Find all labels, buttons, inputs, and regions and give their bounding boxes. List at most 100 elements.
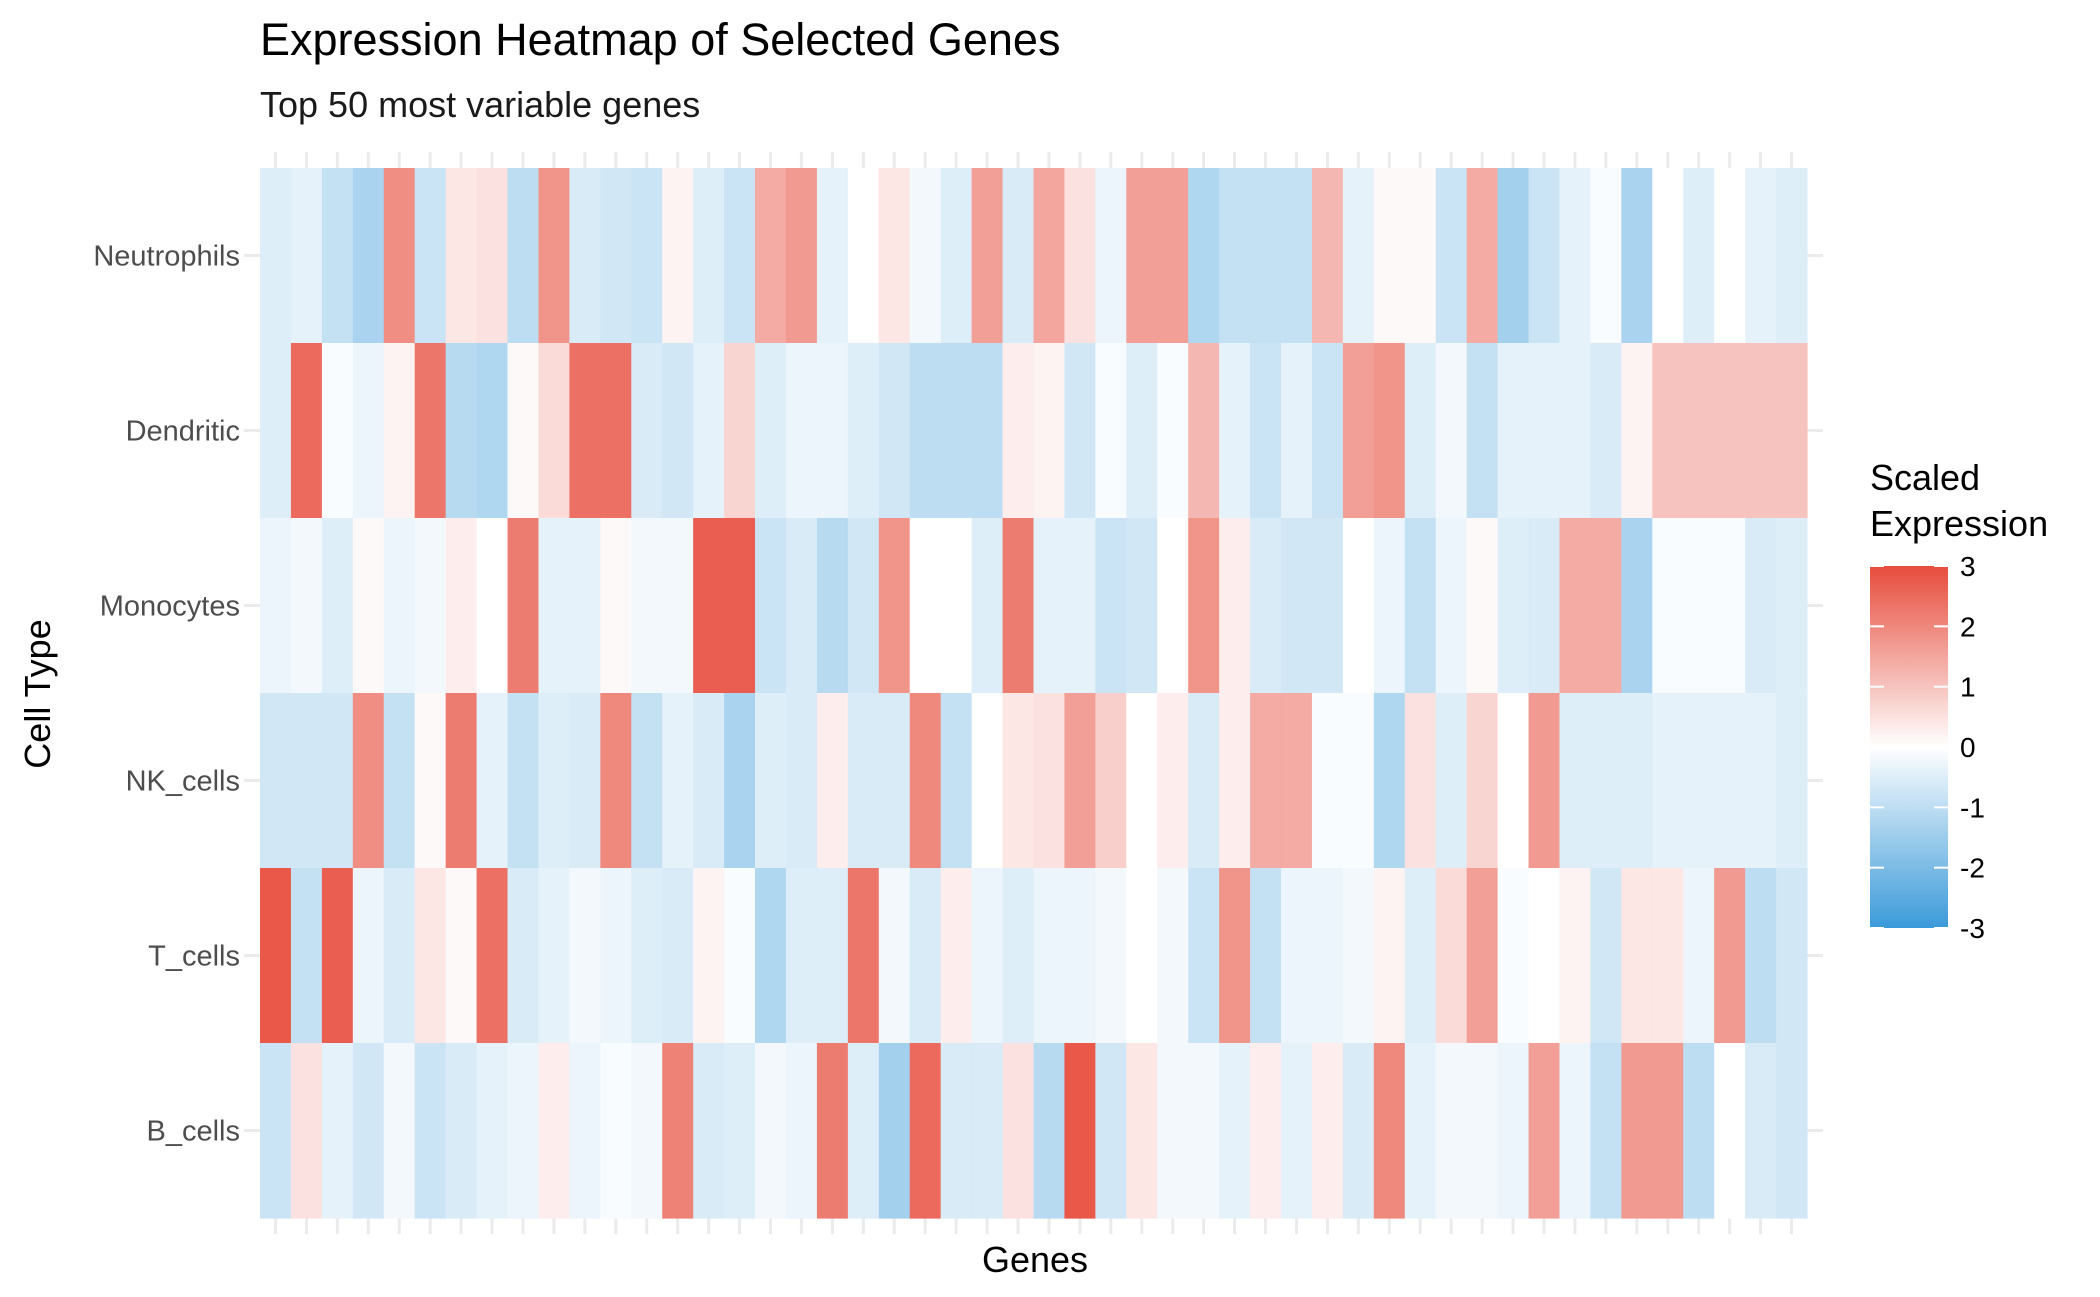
heatmap-cell <box>755 518 787 694</box>
heatmap-cell <box>1373 693 1406 869</box>
heatmap-cell <box>260 868 292 1044</box>
heatmap-cell <box>1590 518 1622 694</box>
heatmap-cell <box>569 168 601 344</box>
heatmap-cell <box>321 518 354 694</box>
heatmap-cell <box>1373 168 1406 344</box>
heatmap-cell <box>1528 168 1561 344</box>
heatmap-cell <box>1497 518 1530 694</box>
chart-subtitle: Top 50 most variable genes <box>260 84 701 125</box>
heatmap-cell <box>1590 168 1622 344</box>
heatmap-cell <box>1281 168 1313 344</box>
y-tick-label: T_cells <box>148 941 240 973</box>
heatmap-cell <box>290 343 323 519</box>
heatmap-cell <box>631 1043 663 1219</box>
heatmap-cell <box>1250 518 1282 694</box>
heatmap-cell <box>569 693 601 869</box>
heatmap-cell <box>878 518 911 694</box>
heatmap-cell <box>755 693 787 869</box>
heatmap-cell <box>785 518 818 694</box>
heatmap-cell <box>538 868 570 1044</box>
heatmap-cell <box>1435 343 1468 519</box>
y-tick-label: B_cells <box>147 1116 241 1148</box>
heatmap-cell <box>321 868 354 1044</box>
heatmap-cell <box>909 868 942 1044</box>
heatmap-cell <box>1404 693 1437 869</box>
heatmap-cell <box>1188 1043 1220 1219</box>
heatmap-cell <box>785 343 818 519</box>
heatmap-cell <box>878 868 911 1044</box>
heatmap-cell <box>1064 518 1096 694</box>
legend-tick-label: 0 <box>1960 732 1976 763</box>
heatmap-cell <box>1621 518 1653 694</box>
heatmap-cell <box>569 868 601 1044</box>
heatmap-cell <box>909 343 942 519</box>
heatmap-cell <box>1466 343 1499 519</box>
heatmap-cell <box>1281 693 1313 869</box>
heatmap-cell <box>1497 168 1530 344</box>
heatmap-cell <box>1281 343 1313 519</box>
heatmap-cell <box>414 868 447 1044</box>
heatmap-cell <box>1590 693 1622 869</box>
heatmap-cell <box>1652 168 1684 344</box>
heatmap-cell <box>847 518 880 694</box>
heatmap-cell <box>816 868 849 1044</box>
heatmap-cell <box>1342 1043 1375 1219</box>
heatmap-cell <box>1590 343 1622 519</box>
heatmap-cell <box>290 868 323 1044</box>
heatmap-cell <box>538 518 570 694</box>
heatmap-cell <box>1466 1043 1499 1219</box>
heatmap-cell <box>816 168 849 344</box>
heatmap-cell <box>1404 518 1437 694</box>
heatmap-cell <box>321 693 354 869</box>
heatmap-cell <box>321 1043 354 1219</box>
x-axis-label: Genes <box>982 1239 1088 1280</box>
heatmap-cell <box>724 168 756 344</box>
heatmap-cell <box>1064 343 1096 519</box>
heatmap-cell <box>662 343 694 519</box>
heatmap-cell <box>569 1043 601 1219</box>
heatmap-cell <box>724 868 756 1044</box>
heatmap-cell <box>1435 518 1468 694</box>
heatmap-cell <box>1559 518 1592 694</box>
heatmap-cell <box>878 693 911 869</box>
heatmap-cell <box>1652 868 1684 1044</box>
heatmap-cell <box>1033 518 1066 694</box>
heatmap-cell <box>414 518 447 694</box>
legend-tick-label: 1 <box>1960 672 1976 703</box>
heatmap-cell <box>1776 168 1808 344</box>
heatmap-cell <box>1683 518 1715 694</box>
heatmap-cell <box>1219 518 1251 694</box>
heatmap-cell <box>1714 343 1746 519</box>
heatmap-cell <box>507 343 540 519</box>
heatmap-cell <box>1621 343 1653 519</box>
heatmap-cell <box>1714 868 1746 1044</box>
heatmap-cell <box>631 693 663 869</box>
heatmap-cell <box>352 168 385 344</box>
heatmap-cell <box>662 518 694 694</box>
heatmap-cell <box>785 1043 818 1219</box>
heatmap-cell <box>971 1043 1004 1219</box>
heatmap-cell <box>1404 343 1437 519</box>
heatmap-cell <box>1745 518 1777 694</box>
heatmap-cell <box>1342 693 1375 869</box>
heatmap-cell <box>1652 518 1684 694</box>
heatmap-cell <box>1373 868 1406 1044</box>
heatmap-cell <box>940 343 973 519</box>
heatmap-cell <box>260 168 292 344</box>
legend-ticks: 3 2 1 0 -1 -2 -3 <box>1870 551 1985 944</box>
heatmap-cell <box>1250 168 1282 344</box>
heatmap-cell <box>1311 343 1344 519</box>
heatmap-cell <box>1404 1043 1437 1219</box>
heatmap-cell <box>1683 693 1715 869</box>
heatmap-cell <box>1683 868 1715 1044</box>
heatmap-cell <box>1528 868 1561 1044</box>
heatmap-cell <box>1559 343 1592 519</box>
heatmap-cell <box>476 518 509 694</box>
heatmap-cell <box>507 693 540 869</box>
heatmap-cell <box>1435 168 1468 344</box>
heatmap-cell <box>1219 343 1251 519</box>
heatmap-cell <box>909 168 942 344</box>
heatmap-cell <box>1281 1043 1313 1219</box>
heatmap-cell <box>631 343 663 519</box>
heatmap-cell <box>909 1043 942 1219</box>
